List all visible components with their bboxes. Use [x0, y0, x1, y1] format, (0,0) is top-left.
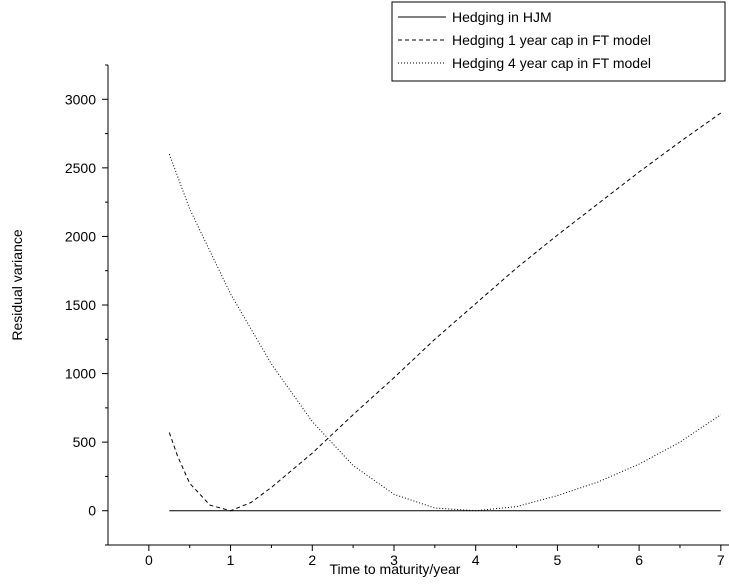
x-axis-label: Time to maturity/year [330, 561, 461, 577]
x-tick-label: 5 [554, 552, 562, 568]
legend: Hedging in HJM Hedging 1 year cap in FT m… [391, 1, 726, 82]
y-tick-label: 1000 [65, 366, 96, 382]
legend-entry-label: Hedging 4 year cap in FT model [452, 55, 651, 71]
legend-entry-label: Hedging 1 year cap in FT model [452, 32, 651, 48]
x-tick-label: 2 [308, 552, 316, 568]
y-tick-label: 0 [88, 503, 96, 519]
legend-entry-label: Hedging in HJM [452, 9, 552, 25]
x-tick-label: 4 [472, 552, 480, 568]
y-axis-label: Residual variance [9, 229, 25, 340]
axes: 012345678050010001500200025003000 [65, 64, 729, 568]
y-tick-label: 1500 [65, 297, 96, 313]
series-4yr-cap-line [168, 153, 722, 512]
y-tick-label: 500 [73, 434, 97, 450]
legend-box [391, 1, 726, 82]
x-tick-label: 7 [717, 552, 725, 568]
y-tick-label: 2500 [65, 160, 96, 176]
series-1yr-cap-line [168, 112, 722, 512]
y-tick-label: 2000 [65, 228, 96, 244]
x-tick-label: 3 [390, 552, 398, 568]
x-tick-label: 1 [227, 552, 235, 568]
series-layer [168, 112, 722, 512]
x-tick-label: 6 [635, 552, 643, 568]
x-tick-label: 0 [145, 552, 153, 568]
y-tick-label: 3000 [65, 91, 96, 107]
